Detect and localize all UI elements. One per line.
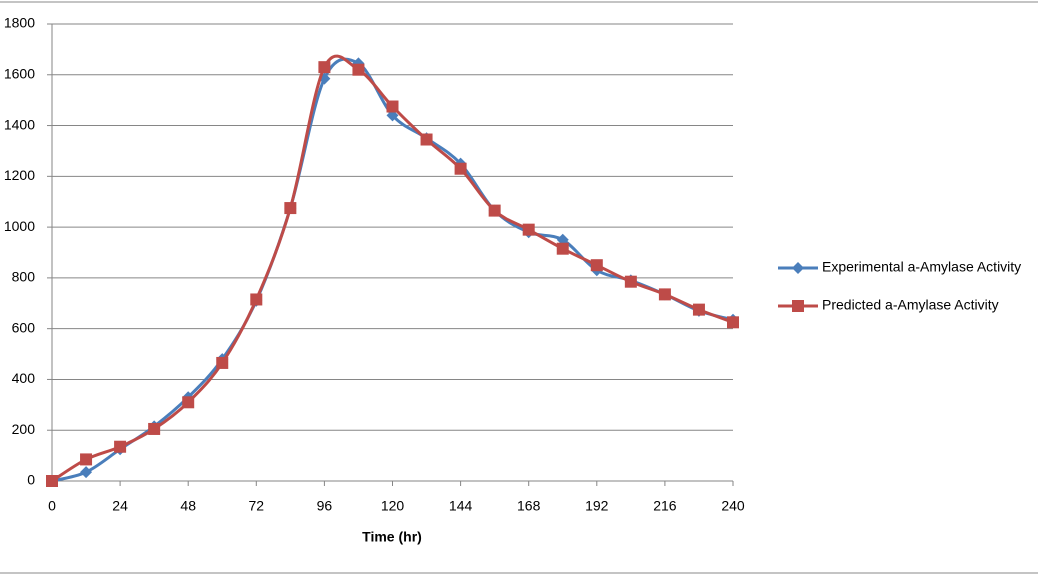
point [420, 133, 433, 146]
point [692, 303, 705, 316]
y-tick-label: 1400 [4, 116, 35, 132]
point [182, 396, 195, 409]
point [80, 466, 93, 479]
x-tick-label: 216 [653, 498, 677, 514]
point [148, 422, 161, 435]
x-tick-label: 48 [180, 498, 196, 514]
y-tick-label: 1800 [4, 15, 35, 31]
legend-label: Experimental a-Amylase Activity [822, 259, 1021, 275]
point [590, 259, 603, 272]
point [352, 63, 365, 76]
legend-marker [792, 262, 804, 274]
x-tick-label: 192 [585, 498, 609, 514]
legend-label: Predicted a-Amylase Activity [822, 297, 999, 313]
series-line [51, 54, 734, 483]
point [284, 202, 297, 215]
point [318, 61, 331, 74]
point [488, 204, 501, 217]
series-line [51, 57, 734, 483]
x-tick-label: 144 [449, 498, 473, 514]
x-tick-label: 24 [112, 498, 128, 514]
point [250, 293, 263, 306]
point [114, 440, 127, 453]
point [727, 316, 739, 329]
y-tick-label: 600 [12, 319, 36, 335]
point [46, 475, 58, 487]
legend-marker [792, 300, 804, 312]
point [522, 223, 535, 236]
x-tick-label: 240 [721, 498, 745, 514]
point [624, 275, 637, 288]
y-tick-label: 200 [12, 421, 36, 437]
x-tick-label: 72 [249, 498, 265, 514]
y-tick-label: 1000 [4, 218, 35, 234]
x-tick-label: 120 [381, 498, 405, 514]
x-axis-title: Time (hr) [362, 529, 422, 545]
y-tick-label: 1600 [4, 65, 35, 81]
y-tick-label: 0 [27, 472, 35, 488]
point [386, 100, 399, 113]
x-tick-label: 168 [517, 498, 541, 514]
x-tick-label: 96 [317, 498, 333, 514]
point [454, 162, 467, 175]
x-tick-label: 0 [48, 498, 56, 514]
y-tick-label: 800 [12, 269, 36, 285]
y-tick-label: 1200 [4, 167, 35, 183]
point [216, 356, 229, 369]
y-tick-label: 400 [12, 370, 36, 386]
point [80, 453, 93, 466]
point [658, 288, 671, 301]
point [556, 242, 569, 255]
